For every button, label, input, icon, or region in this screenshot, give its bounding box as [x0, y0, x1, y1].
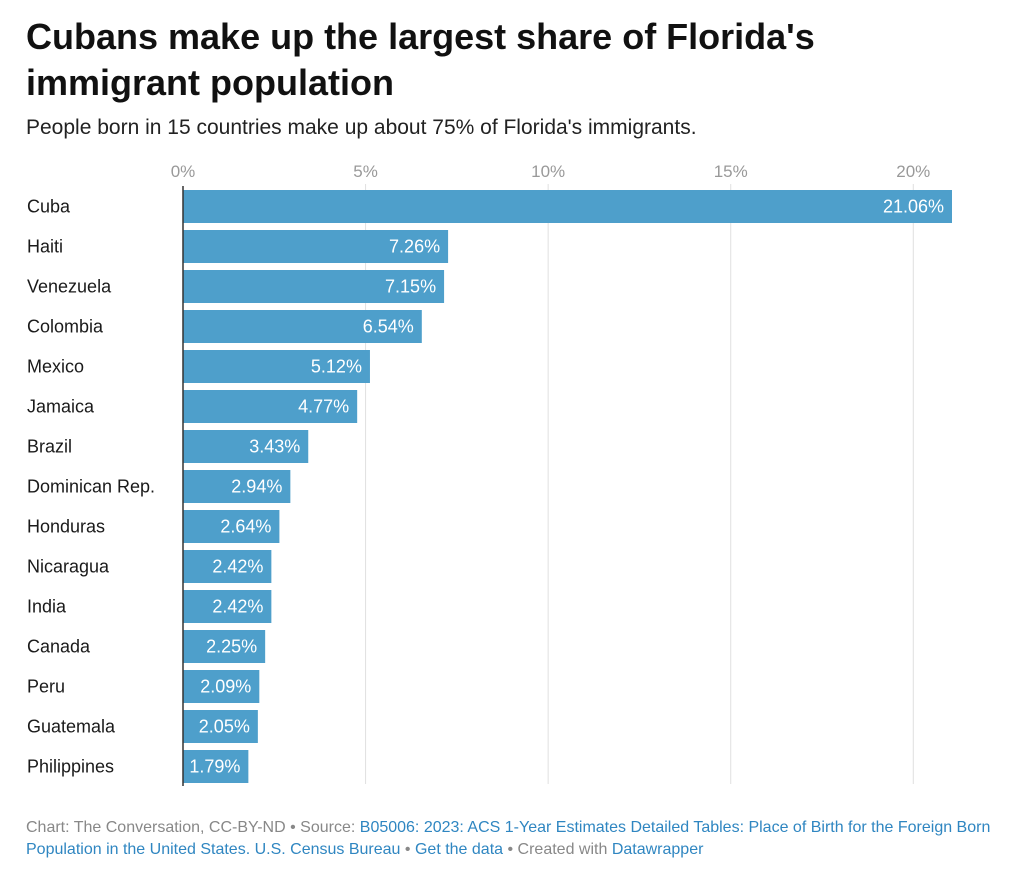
category-label: Nicaragua	[27, 557, 110, 577]
category-label: Venezuela	[27, 277, 112, 297]
category-label: Peru	[27, 677, 65, 697]
category-label: Mexico	[27, 357, 84, 377]
x-tick-label: 0%	[171, 162, 196, 181]
footer-created-with: Created with	[517, 841, 608, 858]
chart-subtitle: People born in 15 countries make up abou…	[26, 116, 697, 139]
value-label: 6.54%	[363, 317, 414, 337]
bar	[183, 350, 370, 383]
chart-footer: Chart: The Conversation, CC-BY-ND • Sour…	[26, 817, 1006, 861]
footer-source-label: Source:	[300, 819, 356, 836]
bar	[183, 510, 280, 543]
value-label: 2.05%	[199, 717, 250, 737]
category-label: Honduras	[27, 517, 105, 537]
x-tick-label: 20%	[896, 162, 930, 181]
bar	[183, 670, 260, 703]
bar	[183, 750, 249, 783]
value-label: 3.43%	[249, 437, 300, 457]
value-label: 2.09%	[200, 677, 251, 697]
bar	[183, 550, 272, 583]
footer-separator: •	[290, 819, 296, 836]
category-label: India	[27, 597, 67, 617]
value-label: 2.94%	[231, 477, 282, 497]
footer-separator: •	[404, 841, 411, 858]
value-label: 2.42%	[212, 557, 263, 577]
category-label: Guatemala	[27, 717, 116, 737]
category-label: Jamaica	[27, 397, 95, 417]
value-label: 2.64%	[220, 517, 271, 537]
bar-chart: 0% 5% 10% 15% 20% Cuba 21.06% Haiti 7.26% Venezue…	[27, 162, 952, 786]
value-label: 21.06%	[883, 197, 944, 217]
footer-separator: •	[507, 841, 514, 858]
get-data-link[interactable]: Get the data	[414, 841, 504, 858]
category-label: Haiti	[27, 237, 63, 257]
category-label: Cuba	[27, 197, 71, 217]
category-label: Brazil	[27, 437, 72, 457]
bar	[183, 630, 266, 663]
value-label: 4.77%	[298, 397, 349, 417]
category-label: Philippines	[27, 757, 114, 777]
chart-title: Cubans make up the largest share of Flor…	[26, 16, 815, 103]
source-link[interactable]: B05006: 2023: ACS 1-Year Estimates Detai…	[26, 819, 991, 858]
bar	[183, 470, 291, 503]
datawrapper-link[interactable]: Datawrapper	[611, 841, 704, 858]
value-label: 5.12%	[311, 357, 362, 377]
bar	[183, 230, 449, 263]
category-label: Dominican Rep.	[27, 477, 155, 497]
bar	[183, 190, 952, 223]
value-label: 2.25%	[206, 637, 257, 657]
bar	[183, 590, 272, 623]
value-label: 1.79%	[189, 757, 240, 777]
bar	[183, 430, 309, 463]
bar	[183, 270, 445, 303]
footer-credit: Chart: The Conversation, CC-BY-ND	[26, 819, 286, 836]
value-label: 2.42%	[212, 597, 263, 617]
value-label: 7.26%	[389, 237, 440, 257]
bar	[183, 390, 358, 423]
bar	[183, 310, 422, 343]
x-tick-label: 10%	[531, 162, 565, 181]
x-tick-label: 5%	[353, 162, 378, 181]
x-tick-label: 15%	[714, 162, 748, 181]
category-label: Canada	[27, 637, 91, 657]
value-label: 7.15%	[385, 277, 436, 297]
bar	[183, 710, 258, 743]
category-label: Colombia	[27, 317, 104, 337]
